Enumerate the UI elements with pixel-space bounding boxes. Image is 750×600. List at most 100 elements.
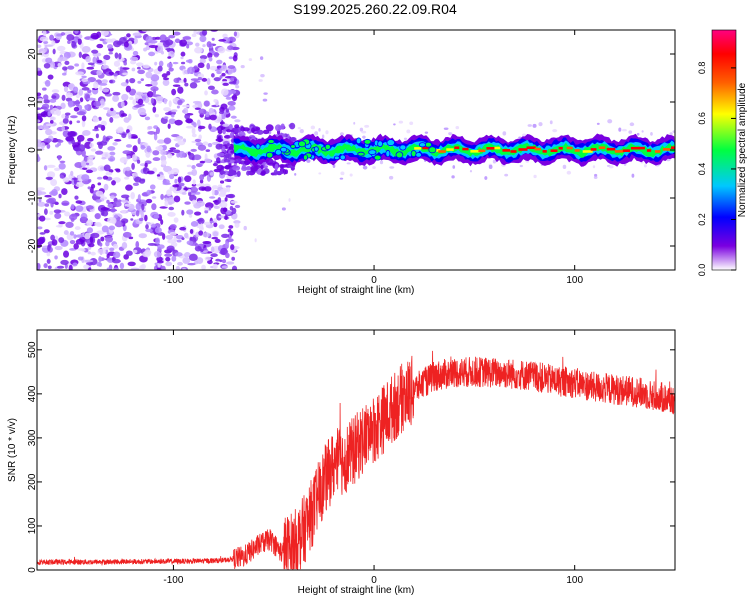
snr-plot: -100 0 100 0 100 200 300 400 500 Height of stra… — [7, 329, 676, 596]
signal-blob — [363, 138, 372, 145]
noise-blob — [148, 51, 156, 57]
noise-blob — [201, 30, 208, 36]
noise-blob — [146, 145, 152, 153]
transition-blob — [228, 123, 233, 130]
noise-speckle — [608, 165, 614, 169]
noise-speckle — [259, 56, 264, 60]
noise-blob — [37, 92, 42, 97]
noise-blob — [108, 225, 116, 231]
snr-y-ticks: 0 100 200 300 400 500 — [27, 341, 675, 573]
noise-blob — [61, 94, 66, 101]
noise-blob — [58, 193, 62, 199]
noise-blob — [213, 99, 218, 103]
noise-blob — [219, 259, 223, 263]
noise-speckle — [552, 129, 558, 133]
noise-blob — [191, 183, 197, 187]
x-tick-label: -100 — [163, 275, 183, 286]
noise-blob — [113, 267, 119, 270]
noise-blob — [182, 36, 192, 40]
noise-blob — [62, 118, 69, 124]
noise-blob — [67, 83, 74, 89]
noise-blob — [167, 56, 172, 59]
noise-blob — [97, 124, 103, 128]
noise-speckle — [594, 173, 598, 177]
noise-blob — [136, 159, 141, 164]
noise-blob — [103, 183, 109, 191]
noise-blob — [76, 111, 86, 116]
noise-blob — [221, 265, 229, 269]
noise-blob — [99, 38, 105, 42]
noise-blob — [168, 100, 172, 108]
noise-blob — [37, 113, 46, 117]
transition-blob — [236, 170, 241, 177]
noise-blob — [99, 86, 103, 91]
noise-blob — [92, 56, 97, 64]
noise-blob — [197, 77, 203, 81]
signal-blob — [428, 146, 437, 154]
noise-blob — [112, 258, 121, 264]
noise-blob — [164, 112, 172, 116]
noise-blob — [180, 61, 186, 65]
noise-blob — [58, 221, 66, 225]
noise-blob — [102, 88, 110, 93]
noise-blob — [70, 203, 75, 210]
noise-blob — [76, 120, 81, 124]
noise-blob — [61, 188, 68, 195]
noise-blob — [43, 138, 52, 143]
noise-blob — [91, 49, 99, 54]
noise-blob — [108, 71, 114, 76]
noise-blob — [46, 251, 51, 257]
noise-blob — [112, 95, 120, 102]
signal-peak — [518, 148, 528, 151]
noise-speckle — [314, 131, 319, 136]
noise-blob — [193, 122, 197, 128]
colorbar-tick-label: 0.8 — [697, 62, 707, 75]
noise-blob — [173, 195, 181, 203]
noise-blob — [153, 214, 160, 220]
snr-series-line — [37, 350, 675, 570]
noise-blob — [96, 43, 104, 49]
noise-blob — [153, 82, 158, 86]
noise-blob — [129, 56, 139, 61]
noise-blob — [222, 207, 228, 212]
noise-blob — [151, 203, 157, 211]
noise-speckle — [403, 137, 408, 140]
noise-blob — [78, 144, 86, 152]
signal-blob — [267, 139, 275, 145]
noise-blob — [227, 228, 232, 233]
noise-speckle — [263, 92, 268, 95]
noise-blob — [205, 149, 211, 153]
noise-blob — [217, 46, 226, 54]
noise-blob — [193, 65, 198, 70]
noise-blob — [208, 107, 214, 115]
noise-blob — [163, 98, 168, 105]
noise-blob — [168, 118, 176, 125]
noise-blob — [118, 52, 122, 60]
noise-blob — [57, 62, 62, 68]
noise-blob — [155, 95, 164, 102]
noise-blob — [184, 175, 192, 183]
noise-blob — [74, 162, 84, 168]
noise-blob — [85, 55, 91, 63]
spectrogram-y-axis-label: Frequency (Hz) — [7, 116, 18, 185]
noise-blob — [137, 98, 144, 105]
noise-blob — [58, 237, 65, 243]
noise-blob — [44, 194, 52, 198]
noise-blob — [132, 172, 138, 177]
noise-blob — [180, 51, 186, 57]
noise-blob — [211, 236, 219, 240]
signal-blob — [297, 140, 307, 148]
noise-blob — [211, 104, 220, 108]
signal-peak — [534, 147, 541, 151]
noise-blob — [90, 148, 97, 152]
noise-speckle — [566, 170, 572, 175]
noise-blob — [163, 137, 172, 144]
transition-blob — [230, 150, 234, 154]
noise-blob — [50, 179, 58, 187]
noise-blob — [76, 134, 85, 142]
noise-blob — [114, 52, 119, 59]
noise-blob — [213, 205, 220, 209]
noise-blob — [125, 85, 132, 93]
